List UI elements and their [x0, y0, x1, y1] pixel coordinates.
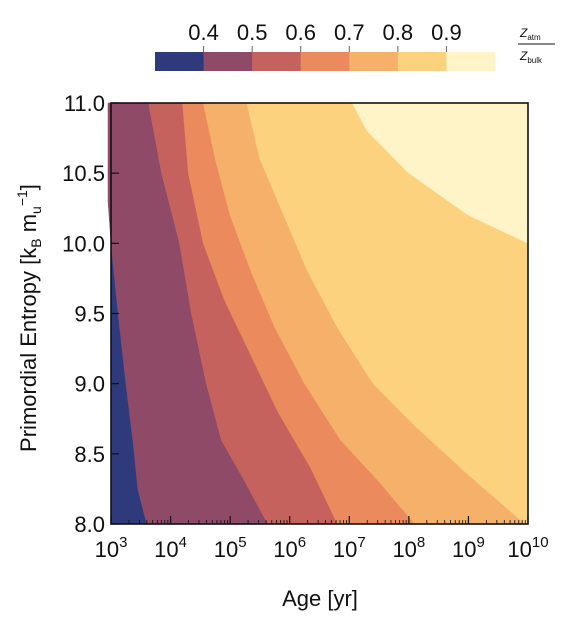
y-tick-label: 8.5 [74, 442, 105, 467]
y-tick-label: 8.0 [74, 512, 105, 537]
colorbar-title-denominator: Z [519, 49, 528, 63]
colorbar-swatch [203, 52, 253, 71]
colorbar-tick-label: 0.7 [334, 20, 365, 45]
svg-text:Zatm: Zatm [519, 26, 541, 42]
colorbar-tick-label: 0.9 [431, 20, 462, 45]
x-tick-label: 103 [95, 534, 128, 562]
colorbar-swatch [300, 52, 350, 71]
x-tick-label: 108 [392, 534, 425, 562]
y-axis-label: Primordial Entropy [kB mu−1] [14, 184, 44, 452]
svg-text:Zbulk: Zbulk [519, 49, 543, 65]
x-tick-label: 104 [154, 534, 187, 562]
x-axis: 103 104 105 106 107 108 109 1010 [95, 516, 549, 562]
colorbar-swatch [252, 52, 302, 71]
plot-area [107, 102, 529, 525]
colorbar-swatch [397, 52, 447, 71]
colorbar-swatch [349, 52, 399, 71]
colorbar-title: Zatm Zbulk [518, 26, 555, 65]
colorbar-tick-label: 0.6 [285, 20, 316, 45]
x-tick-label: 1010 [507, 534, 548, 562]
colorbar-tick-label: 0.5 [237, 20, 268, 45]
y-tick-label: 10.5 [62, 161, 105, 186]
y-axis: 8.0 8.5 9.0 9.5 10.0 10.5 11.0 [62, 91, 119, 537]
x-tick-label: 105 [214, 534, 247, 562]
colorbar-tick-label: 0.8 [383, 20, 414, 45]
y-tick-label: 10.0 [62, 231, 105, 256]
x-tick-label: 109 [452, 534, 485, 562]
colorbar-title-numerator: Z [519, 26, 528, 40]
colorbar-swatch [155, 52, 205, 71]
colorbar [155, 52, 496, 71]
x-axis-label: Age [yr] [282, 586, 358, 611]
colorbar-tick-label: 0.4 [188, 20, 219, 45]
colorbar-swatch [446, 52, 496, 71]
colorbar-title-numerator-sub: atm [527, 33, 541, 42]
y-tick-label: 9.0 [74, 372, 105, 397]
colorbar-title-denominator-sub: bulk [527, 56, 543, 65]
colorbar-tick-labels: 0.4 0.5 0.6 0.7 0.8 0.9 [188, 20, 462, 52]
y-tick-label: 11.0 [64, 91, 105, 116]
x-tick-label: 107 [333, 534, 366, 562]
x-tick-label: 106 [273, 534, 306, 562]
y-tick-label: 9.5 [74, 302, 105, 327]
